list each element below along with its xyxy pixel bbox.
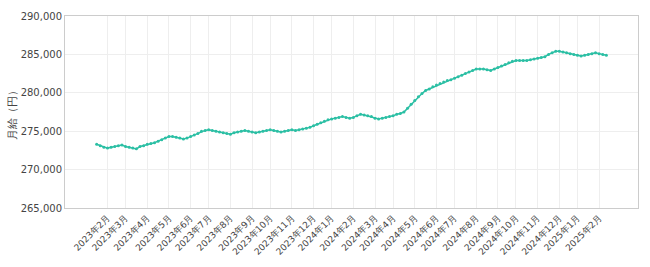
svg-text:2024年12月: 2024年12月 [520, 213, 564, 257]
svg-text:285,000: 285,000 [21, 49, 62, 60]
svg-text:2024年7月: 2024年7月 [419, 213, 459, 253]
svg-text:2023年4月: 2023年4月 [112, 213, 152, 253]
svg-text:280,000: 280,000 [21, 87, 62, 98]
svg-text:270,000: 270,000 [21, 164, 62, 175]
svg-text:2023年11月: 2023年11月 [252, 213, 296, 257]
svg-text:2023年9月: 2023年9月 [217, 213, 257, 253]
svg-text:2023年6月: 2023年6月 [155, 213, 195, 253]
svg-text:2024年2月: 2024年2月 [318, 213, 358, 253]
svg-text:2024年5月: 2024年5月 [379, 213, 419, 253]
svg-text:2024年1月: 2024年1月 [296, 213, 336, 253]
svg-text:2023年5月: 2023年5月 [133, 213, 173, 253]
svg-text:275,000: 275,000 [21, 126, 62, 137]
svg-text:2023年8月: 2023年8月 [195, 213, 235, 253]
svg-text:2024年8月: 2024年8月 [441, 213, 481, 253]
svg-text:2023年2月: 2023年2月 [72, 213, 112, 253]
svg-text:2023年7月: 2023年7月 [173, 213, 213, 253]
svg-text:月給（円）: 月給（円） [6, 85, 19, 140]
svg-text:2024年11月: 2024年11月 [498, 213, 542, 257]
svg-text:2025年1月: 2025年1月 [542, 213, 582, 253]
svg-text:2024年4月: 2024年4月 [358, 213, 398, 253]
svg-text:2024年3月: 2024年3月 [340, 213, 380, 253]
svg-text:2024年6月: 2024年6月 [401, 213, 441, 253]
svg-text:290,000: 290,000 [21, 11, 62, 22]
svg-text:2024年9月: 2024年9月 [462, 213, 502, 253]
svg-text:2025年2月: 2025年2月 [564, 213, 604, 253]
svg-text:2023年3月: 2023年3月 [90, 213, 130, 253]
svg-text:2023年10月: 2023年10月 [231, 213, 275, 257]
svg-text:2023年12月: 2023年12月 [274, 213, 318, 257]
svg-text:2024年10月: 2024年10月 [476, 213, 520, 257]
svg-text:265,000: 265,000 [21, 203, 62, 214]
